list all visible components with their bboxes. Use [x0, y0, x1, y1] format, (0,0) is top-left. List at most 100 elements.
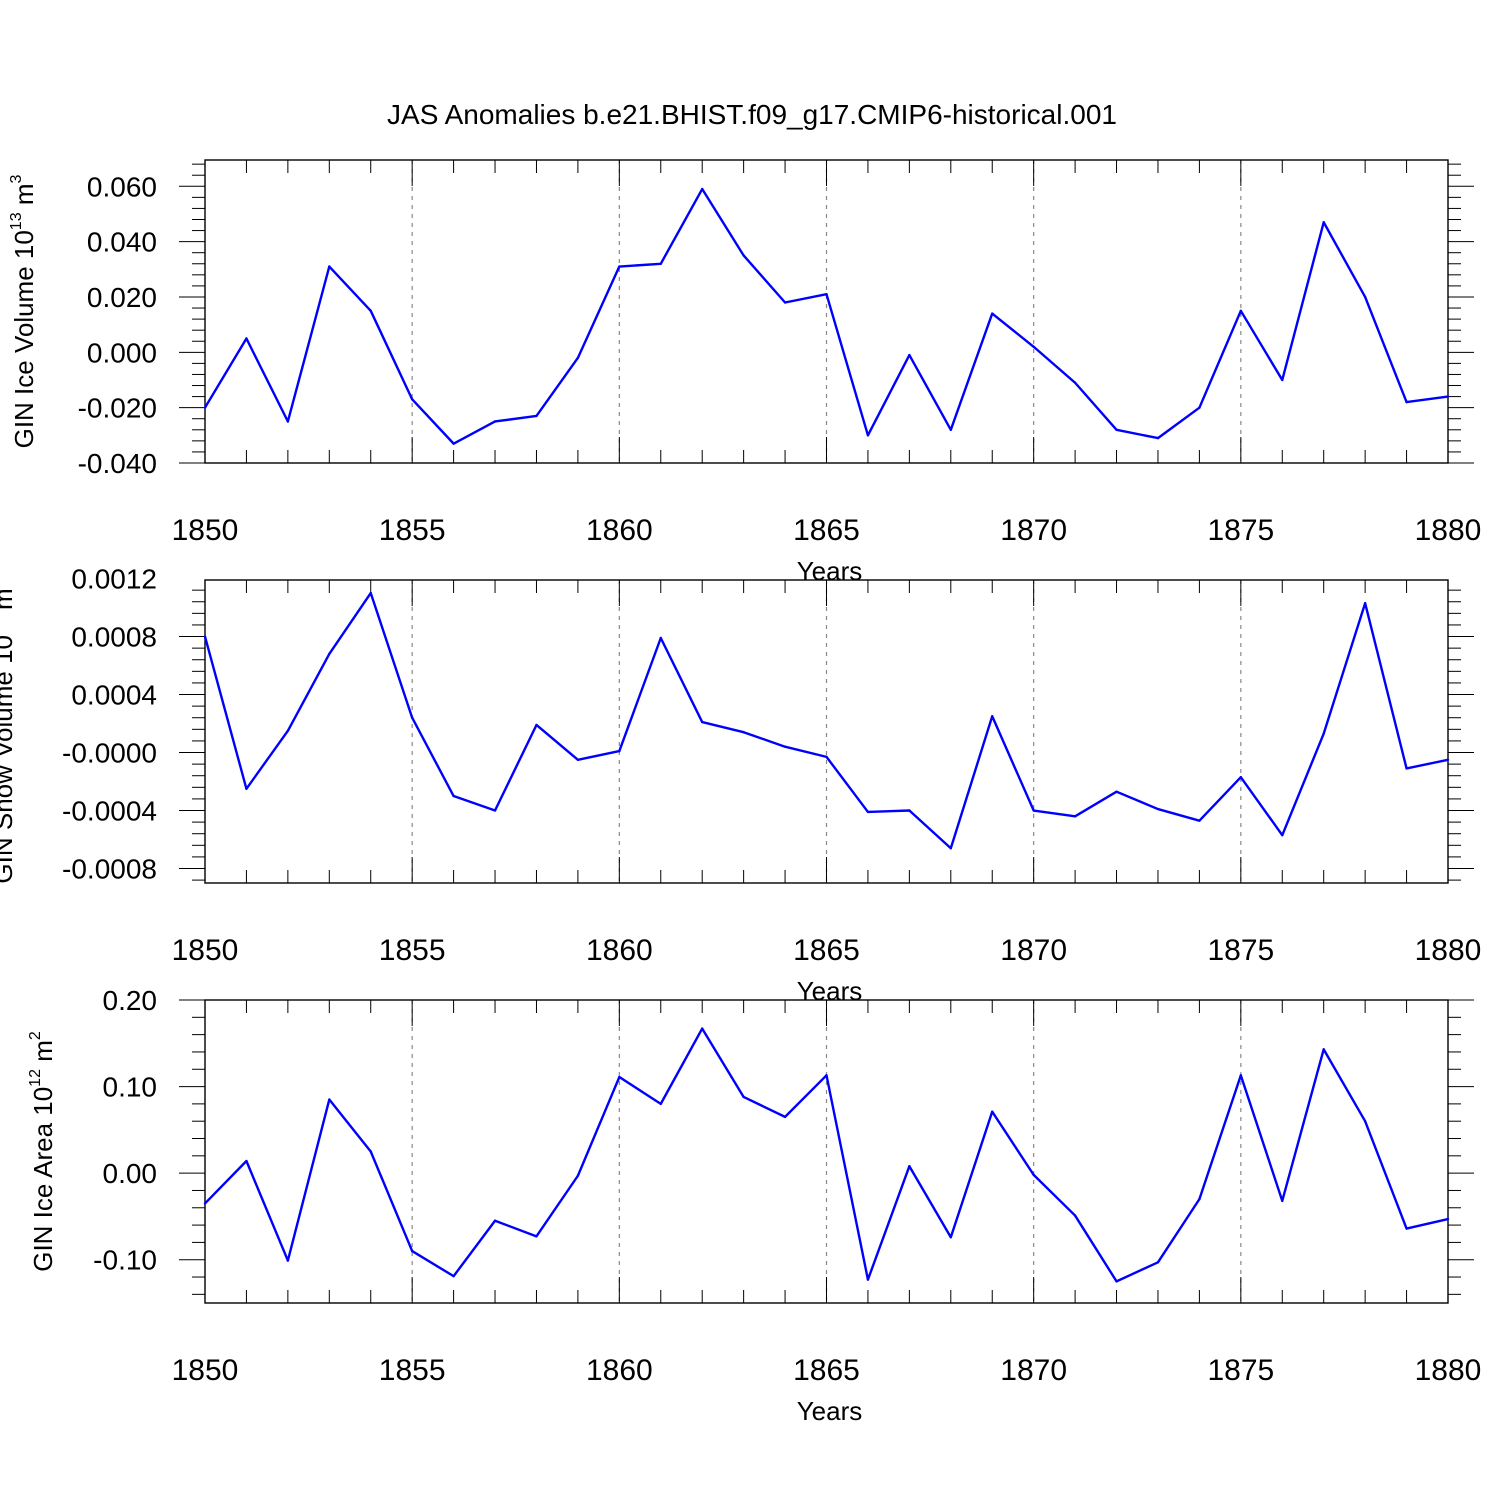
x-tick-label: 1860	[586, 514, 653, 547]
data-point	[1446, 758, 1450, 761]
y-axis-label-unit: m	[0, 588, 18, 617]
y-axis-label-text: GIN Snow Volume 10	[0, 635, 18, 884]
y-axis-label-text: GIN Ice Volume 10	[9, 230, 39, 448]
data-point	[1281, 1199, 1284, 1203]
y-axis-label: GIN Snow Volume 1013 m3	[0, 579, 18, 883]
x-axis-label: Years	[797, 1396, 863, 1426]
data-point	[1405, 400, 1408, 404]
y-tick-label: 0.0004	[71, 680, 157, 711]
data-point	[1073, 815, 1077, 818]
data-point	[866, 434, 870, 437]
data-point	[908, 809, 911, 812]
data-point	[286, 1259, 290, 1262]
y-tick-label: 0.0008	[71, 622, 157, 653]
data-point	[452, 1274, 455, 1278]
data-point	[825, 293, 828, 296]
panel-ice-area: 0.20 0.10 0.00 -0.10 1850 1855 1860 1865 1870 187…	[27, 985, 1481, 1426]
data-point	[949, 847, 952, 850]
data-point	[991, 1110, 994, 1113]
data-point	[1032, 1173, 1035, 1177]
y-tick-label: 0.0012	[71, 564, 157, 595]
y-tick-label: 0.060	[87, 171, 157, 202]
x-tick-label: 1880	[1415, 1354, 1482, 1387]
x-tick-label: 1865	[793, 934, 860, 967]
data-point	[1073, 381, 1077, 384]
data-point	[783, 745, 787, 748]
y-tick-label: 0.10	[103, 1072, 158, 1103]
x-tick-label: 1870	[1000, 1354, 1067, 1387]
x-tick-label: 1875	[1207, 934, 1274, 967]
data-point	[1446, 1217, 1450, 1221]
data-point	[659, 1102, 662, 1106]
data-point	[1322, 732, 1325, 735]
data-point	[1198, 406, 1201, 409]
data-point	[1363, 1120, 1367, 1123]
y-axis-label-unit-exponent: 3	[8, 174, 25, 183]
x-tick-label: 1850	[172, 1354, 239, 1387]
data-point	[410, 1249, 414, 1253]
data-point	[535, 414, 538, 418]
data-point	[328, 265, 331, 268]
data-point	[452, 794, 455, 798]
data-point	[452, 442, 455, 445]
data-point	[825, 755, 828, 759]
data-point	[991, 715, 994, 718]
data-point	[618, 1075, 621, 1079]
data-point	[1115, 1280, 1118, 1283]
y-tick-label: 0.020	[87, 282, 157, 313]
panel-ice-volume: 0.060 0.040 0.020 0.000 -0.020 -0.040 1850 1855…	[8, 159, 1482, 586]
y-tick-label: -0.020	[78, 393, 157, 424]
data-point	[1156, 1261, 1160, 1264]
data-point	[783, 1115, 787, 1119]
data-point	[701, 1027, 704, 1030]
x-tick-label: 1865	[793, 1354, 860, 1387]
data-point	[328, 1098, 331, 1101]
data-point	[1322, 221, 1325, 224]
y-axis-label: GIN Ice Volume 1013 m3	[8, 174, 39, 448]
y-tick-label: 0.20	[103, 985, 158, 1016]
x-tick-label: 1880	[1415, 514, 1482, 547]
x-tick-label: 1870	[1000, 514, 1067, 547]
data-point	[493, 809, 497, 812]
data-point	[825, 1074, 828, 1077]
data-point	[1032, 809, 1035, 812]
data-point	[1239, 309, 1243, 313]
y-axis-label-unit: m	[28, 1040, 58, 1069]
data-point	[1198, 1197, 1201, 1201]
data-point	[493, 420, 497, 423]
data-point	[1363, 295, 1367, 299]
data-point	[1405, 767, 1408, 770]
data-point	[908, 1165, 911, 1168]
y-tick-label: -0.0000	[62, 738, 157, 769]
x-tick-label: 1860	[586, 934, 653, 967]
y-axis-label-unit-exponent: 3	[0, 579, 4, 588]
data-point	[618, 265, 621, 268]
data-point	[1032, 345, 1035, 348]
data-point	[1156, 436, 1160, 440]
data-point	[245, 787, 248, 790]
data-point	[659, 636, 662, 640]
data-point	[742, 731, 745, 734]
data-point	[576, 356, 580, 360]
data-point	[328, 652, 331, 656]
data-point	[742, 1095, 745, 1099]
x-tick-label: 1865	[793, 514, 860, 547]
y-tick-label: -0.10	[93, 1245, 157, 1276]
y-axis-label-unit-exponent: 2	[27, 1031, 44, 1040]
x-tick-label: 1880	[1415, 934, 1482, 967]
data-point	[286, 420, 290, 423]
data-point	[410, 716, 414, 719]
data-point	[535, 723, 538, 727]
data-point	[1115, 428, 1118, 431]
series-line-snow-volume	[203, 591, 1449, 850]
data-point	[369, 591, 372, 595]
data-point	[701, 187, 704, 191]
data-point	[535, 1235, 538, 1238]
data-point	[1073, 1214, 1077, 1217]
x-tick-label: 1870	[1000, 934, 1067, 967]
data-point	[1198, 819, 1201, 822]
data-point	[908, 353, 911, 357]
x-tick-label: 1850	[172, 514, 239, 547]
x-tick-label: 1855	[379, 514, 446, 547]
